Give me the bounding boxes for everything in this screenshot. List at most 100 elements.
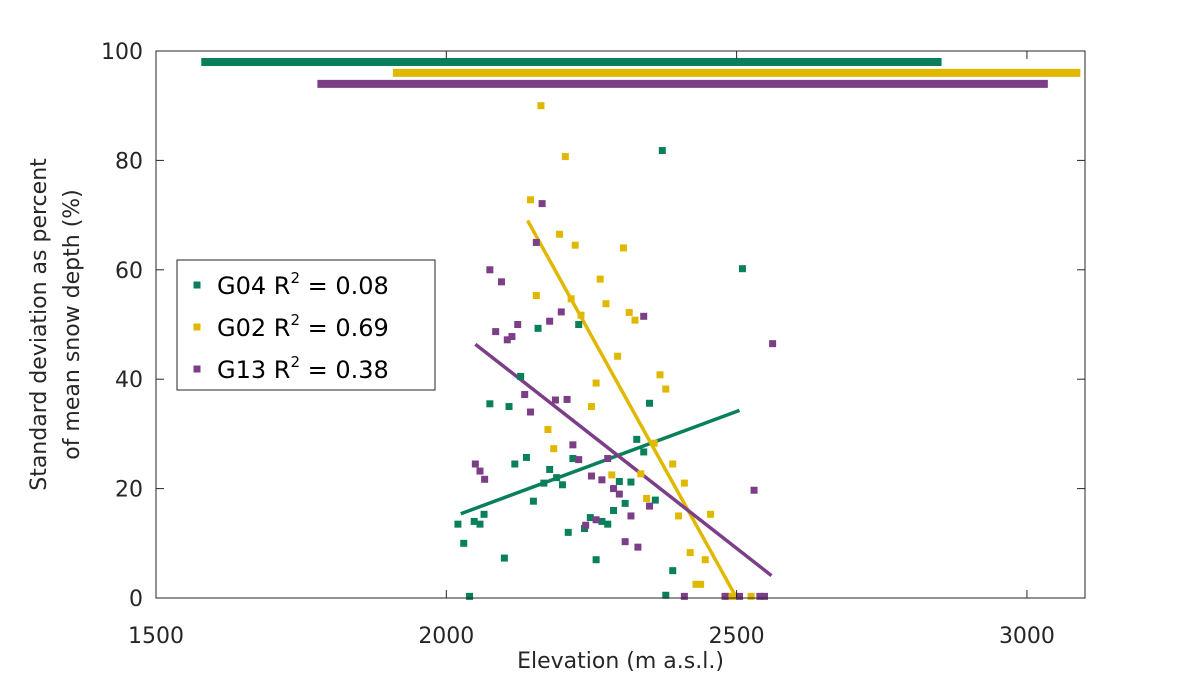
legend-box xyxy=(176,259,436,391)
data-point-g02 xyxy=(747,592,755,600)
data-point-g02 xyxy=(561,153,569,161)
x-axis-label: Elevation (m a.s.l.) xyxy=(517,649,724,674)
data-point-g13 xyxy=(634,543,642,551)
legend-r2-value: = 0.08 xyxy=(300,272,389,300)
scatter-points xyxy=(454,102,777,600)
data-point-g02 xyxy=(706,510,714,518)
trend-lines xyxy=(460,219,773,599)
data-point-g02 xyxy=(625,308,633,316)
data-point-g04 xyxy=(500,554,508,562)
data-point-g02 xyxy=(567,295,575,303)
data-point-g04 xyxy=(558,481,566,489)
data-point-g02 xyxy=(701,556,709,564)
data-point-g13 xyxy=(646,502,654,510)
legend-r-label: R xyxy=(274,356,291,384)
data-point-g04 xyxy=(646,399,654,407)
data-point-g13 xyxy=(538,200,546,208)
data-point-g02 xyxy=(692,580,700,588)
data-point-g04 xyxy=(640,448,648,456)
data-point-g13 xyxy=(527,408,535,416)
data-point-g13 xyxy=(532,238,540,246)
trend-line-g04 xyxy=(460,408,741,516)
data-point-g02 xyxy=(637,470,645,478)
data-point-g04 xyxy=(546,465,554,473)
data-point-g13 xyxy=(514,321,522,328)
data-point-g04 xyxy=(598,517,606,525)
y-tick-label: 60 xyxy=(115,259,143,284)
y-tick-label: 40 xyxy=(115,368,143,393)
legend-r2-value: = 0.38 xyxy=(300,356,389,384)
legend-r-superscript: 2 xyxy=(290,269,300,287)
range-bars xyxy=(201,57,1081,88)
data-point-g04 xyxy=(627,478,635,486)
data-point-g13 xyxy=(503,336,511,344)
x-axis-ticks: 1500 2000 2500 3000 xyxy=(128,51,1055,649)
legend-series-name: G13 xyxy=(217,356,274,384)
data-point-g13 xyxy=(492,328,500,336)
legend-r2-value: = 0.69 xyxy=(300,314,389,342)
data-point-g13 xyxy=(557,308,565,316)
data-point-g13 xyxy=(604,455,612,463)
data-point-g02 xyxy=(608,471,616,479)
legend-r-label: R xyxy=(274,272,291,300)
data-point-g02 xyxy=(619,244,627,252)
data-point-g13 xyxy=(627,512,635,520)
data-point-g02 xyxy=(680,479,688,487)
y-axis-ticks: 0 20 40 60 80 100 xyxy=(101,40,1085,612)
data-point-g13 xyxy=(592,516,600,524)
y-tick-label: 0 xyxy=(129,587,143,612)
data-point-g02 xyxy=(662,385,670,393)
data-point-g13 xyxy=(575,456,583,464)
data-point-g02 xyxy=(686,549,694,557)
data-point-g13 xyxy=(481,475,489,483)
data-point-g04 xyxy=(486,400,494,408)
data-point-g04 xyxy=(621,499,629,507)
data-point-g04 xyxy=(651,496,659,504)
data-point-g13 xyxy=(471,460,479,468)
y-axis-label-line-1: Standard deviation as percent xyxy=(27,158,52,491)
data-point-g13 xyxy=(486,266,494,274)
legend-r-superscript: 2 xyxy=(290,353,300,371)
data-point-g13 xyxy=(546,317,554,325)
data-point-g04 xyxy=(615,477,623,485)
legend-r-label: R xyxy=(274,314,291,342)
data-point-g13 xyxy=(756,592,764,600)
data-point-g04 xyxy=(658,147,666,155)
data-point-g13 xyxy=(615,490,623,498)
data-point-g13 xyxy=(769,340,777,348)
data-point-g13 xyxy=(563,395,571,403)
data-point-g13 xyxy=(610,485,618,493)
legend-label-g04: G04 R2 = 0.08 xyxy=(217,269,389,300)
data-point-g02 xyxy=(643,494,651,502)
data-point-g02 xyxy=(730,592,738,600)
data-point-g13 xyxy=(497,278,505,286)
data-point-g13 xyxy=(508,333,516,341)
data-point-g04 xyxy=(466,592,474,600)
legend-label-g02: G02 R2 = 0.69 xyxy=(217,311,389,342)
data-point-g04 xyxy=(569,455,577,463)
legend-marker-g13 xyxy=(193,365,201,373)
data-point-g04 xyxy=(662,591,670,599)
data-point-g04 xyxy=(454,520,462,528)
data-point-g02 xyxy=(532,292,540,300)
data-point-g13 xyxy=(551,396,559,404)
data-point-g04 xyxy=(633,435,641,443)
data-point-g13 xyxy=(476,467,484,475)
data-point-g04 xyxy=(522,453,530,461)
data-point-g13 xyxy=(721,592,729,600)
data-point-g02 xyxy=(631,316,639,324)
data-point-g04 xyxy=(669,567,677,575)
data-point-g13 xyxy=(621,538,629,546)
y-axis-label: Standard deviation as percent of mean sn… xyxy=(27,158,85,491)
data-point-g04 xyxy=(534,324,542,332)
legend-marker-g04 xyxy=(193,281,201,289)
data-point-g04 xyxy=(553,474,561,482)
data-point-g02 xyxy=(602,300,610,308)
data-point-g04 xyxy=(470,517,478,525)
data-point-g13 xyxy=(736,592,744,600)
data-point-g04 xyxy=(511,460,519,468)
data-point-g04 xyxy=(592,556,600,564)
x-tick-label: 2500 xyxy=(709,624,765,649)
data-point-g13 xyxy=(569,441,577,449)
y-axis-label-line-2: of mean snow depth (%) xyxy=(60,189,85,460)
